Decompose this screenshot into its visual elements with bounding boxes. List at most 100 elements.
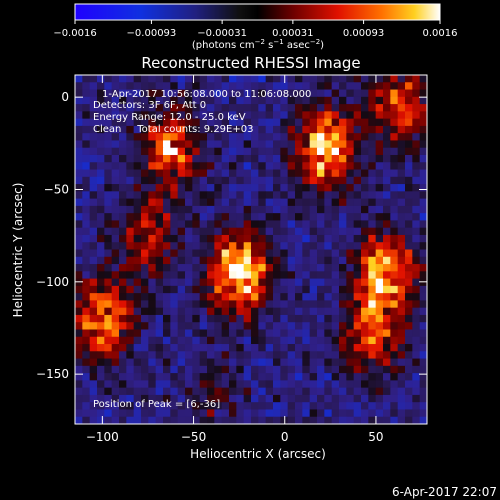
heatmap-cell xyxy=(258,118,267,127)
heatmap-cell xyxy=(287,125,296,134)
heatmap-cell xyxy=(221,358,230,367)
heatmap-cell xyxy=(89,314,98,323)
heatmap-cell xyxy=(236,249,245,258)
heatmap-cell xyxy=(353,271,362,279)
heatmap-cell xyxy=(214,184,223,192)
heatmap-cell xyxy=(199,176,208,185)
heatmap-cell xyxy=(412,213,421,221)
heatmap-cell xyxy=(214,336,223,345)
heatmap-cell xyxy=(302,82,311,90)
heatmap-cell xyxy=(104,133,113,141)
heatmap-cell xyxy=(119,125,127,134)
heatmap-cell xyxy=(383,336,391,345)
heatmap-cell xyxy=(302,293,311,301)
heatmap-cell xyxy=(192,416,201,424)
heatmap-cell xyxy=(353,242,362,250)
heatmap-cell xyxy=(368,104,377,112)
heatmap-cell xyxy=(141,184,149,192)
heatmap-cell xyxy=(375,256,384,265)
heatmap-cell xyxy=(287,220,296,229)
heatmap-cell xyxy=(192,140,201,149)
heatmap-cell xyxy=(419,118,427,127)
heatmap-cell xyxy=(148,104,157,112)
heatmap-cell xyxy=(324,249,333,258)
heatmap-cell xyxy=(368,118,377,127)
heatmap-cell xyxy=(221,387,230,396)
heatmap-cell xyxy=(390,176,399,185)
heatmap-cell xyxy=(170,162,179,170)
heatmap-cell xyxy=(361,322,369,330)
heatmap-cell xyxy=(221,394,230,403)
heatmap-cell xyxy=(185,307,193,316)
heatmap-cell xyxy=(405,314,413,323)
heatmap-cell xyxy=(383,191,391,199)
heatmap-cell xyxy=(155,96,164,105)
heatmap-cell xyxy=(331,75,340,83)
heatmap-cell xyxy=(419,380,427,389)
heatmap-cell xyxy=(383,409,391,418)
heatmap-cell xyxy=(397,133,406,141)
heatmap-cell xyxy=(317,140,325,149)
heatmap-cell xyxy=(405,380,413,389)
heatmap-cell xyxy=(251,198,259,207)
heatmap-cell xyxy=(243,314,252,323)
heatmap-cell xyxy=(104,351,113,359)
heatmap-cell xyxy=(148,198,157,207)
heatmap-cell xyxy=(89,140,98,149)
heatmap-cell xyxy=(141,162,149,170)
heatmap-cell xyxy=(126,256,135,265)
heatmap-cell xyxy=(155,380,164,389)
heatmap-cell xyxy=(287,140,296,149)
heatmap-cell xyxy=(317,394,325,403)
heatmap-cell xyxy=(317,118,325,127)
heatmap-cell xyxy=(265,191,274,199)
heatmap-cell xyxy=(317,82,325,90)
heatmap-cell xyxy=(295,351,303,359)
heatmap-cell xyxy=(383,242,391,250)
heatmap-cell xyxy=(177,176,186,185)
heatmap-cell xyxy=(155,394,164,403)
heatmap-cell xyxy=(383,322,391,330)
heatmap-cell xyxy=(251,373,259,381)
heatmap-cell xyxy=(163,365,171,374)
heatmap-cell xyxy=(177,373,186,381)
heatmap-cell xyxy=(104,147,113,156)
heatmap-cell xyxy=(133,184,142,192)
heatmap-cell xyxy=(199,402,208,410)
heatmap-cell xyxy=(397,191,406,199)
heatmap-cell xyxy=(390,409,399,418)
heatmap-cell xyxy=(104,387,113,396)
heatmap-cell xyxy=(133,278,142,287)
heatmap-cell xyxy=(295,133,303,141)
heatmap-cell xyxy=(229,154,237,163)
heatmap-cell xyxy=(368,205,377,214)
heatmap-cell xyxy=(82,169,91,178)
y-axis-label: Heliocentric Y (arcsec) xyxy=(11,183,25,318)
heatmap-cell xyxy=(375,329,384,338)
heatmap-cell xyxy=(214,227,223,236)
heatmap-cell xyxy=(412,322,421,330)
heatmap-cell xyxy=(412,380,421,389)
heatmap-cell xyxy=(280,111,289,120)
heatmap-cell xyxy=(126,198,135,207)
heatmap-cell xyxy=(236,365,245,374)
heatmap-cell xyxy=(75,278,83,287)
heatmap-cell xyxy=(287,387,296,396)
heatmap-cell xyxy=(192,184,201,192)
heatmap-cell xyxy=(397,300,406,309)
heatmap-cell xyxy=(258,278,267,287)
heatmap-cell xyxy=(170,307,179,316)
heatmap-cell xyxy=(295,293,303,301)
heatmap-cell xyxy=(155,147,164,156)
heatmap-cell xyxy=(199,220,208,229)
heatmap-cell xyxy=(229,278,237,287)
heatmap-cell xyxy=(207,176,215,185)
heatmap-cell xyxy=(309,329,318,338)
heatmap-cell xyxy=(82,96,91,105)
heatmap-cell xyxy=(192,213,201,221)
heatmap-cell xyxy=(170,220,179,229)
heatmap-cell xyxy=(405,329,413,338)
heatmap-cell xyxy=(324,329,333,338)
heatmap-cell xyxy=(192,409,201,418)
heatmap-cell xyxy=(375,82,384,90)
